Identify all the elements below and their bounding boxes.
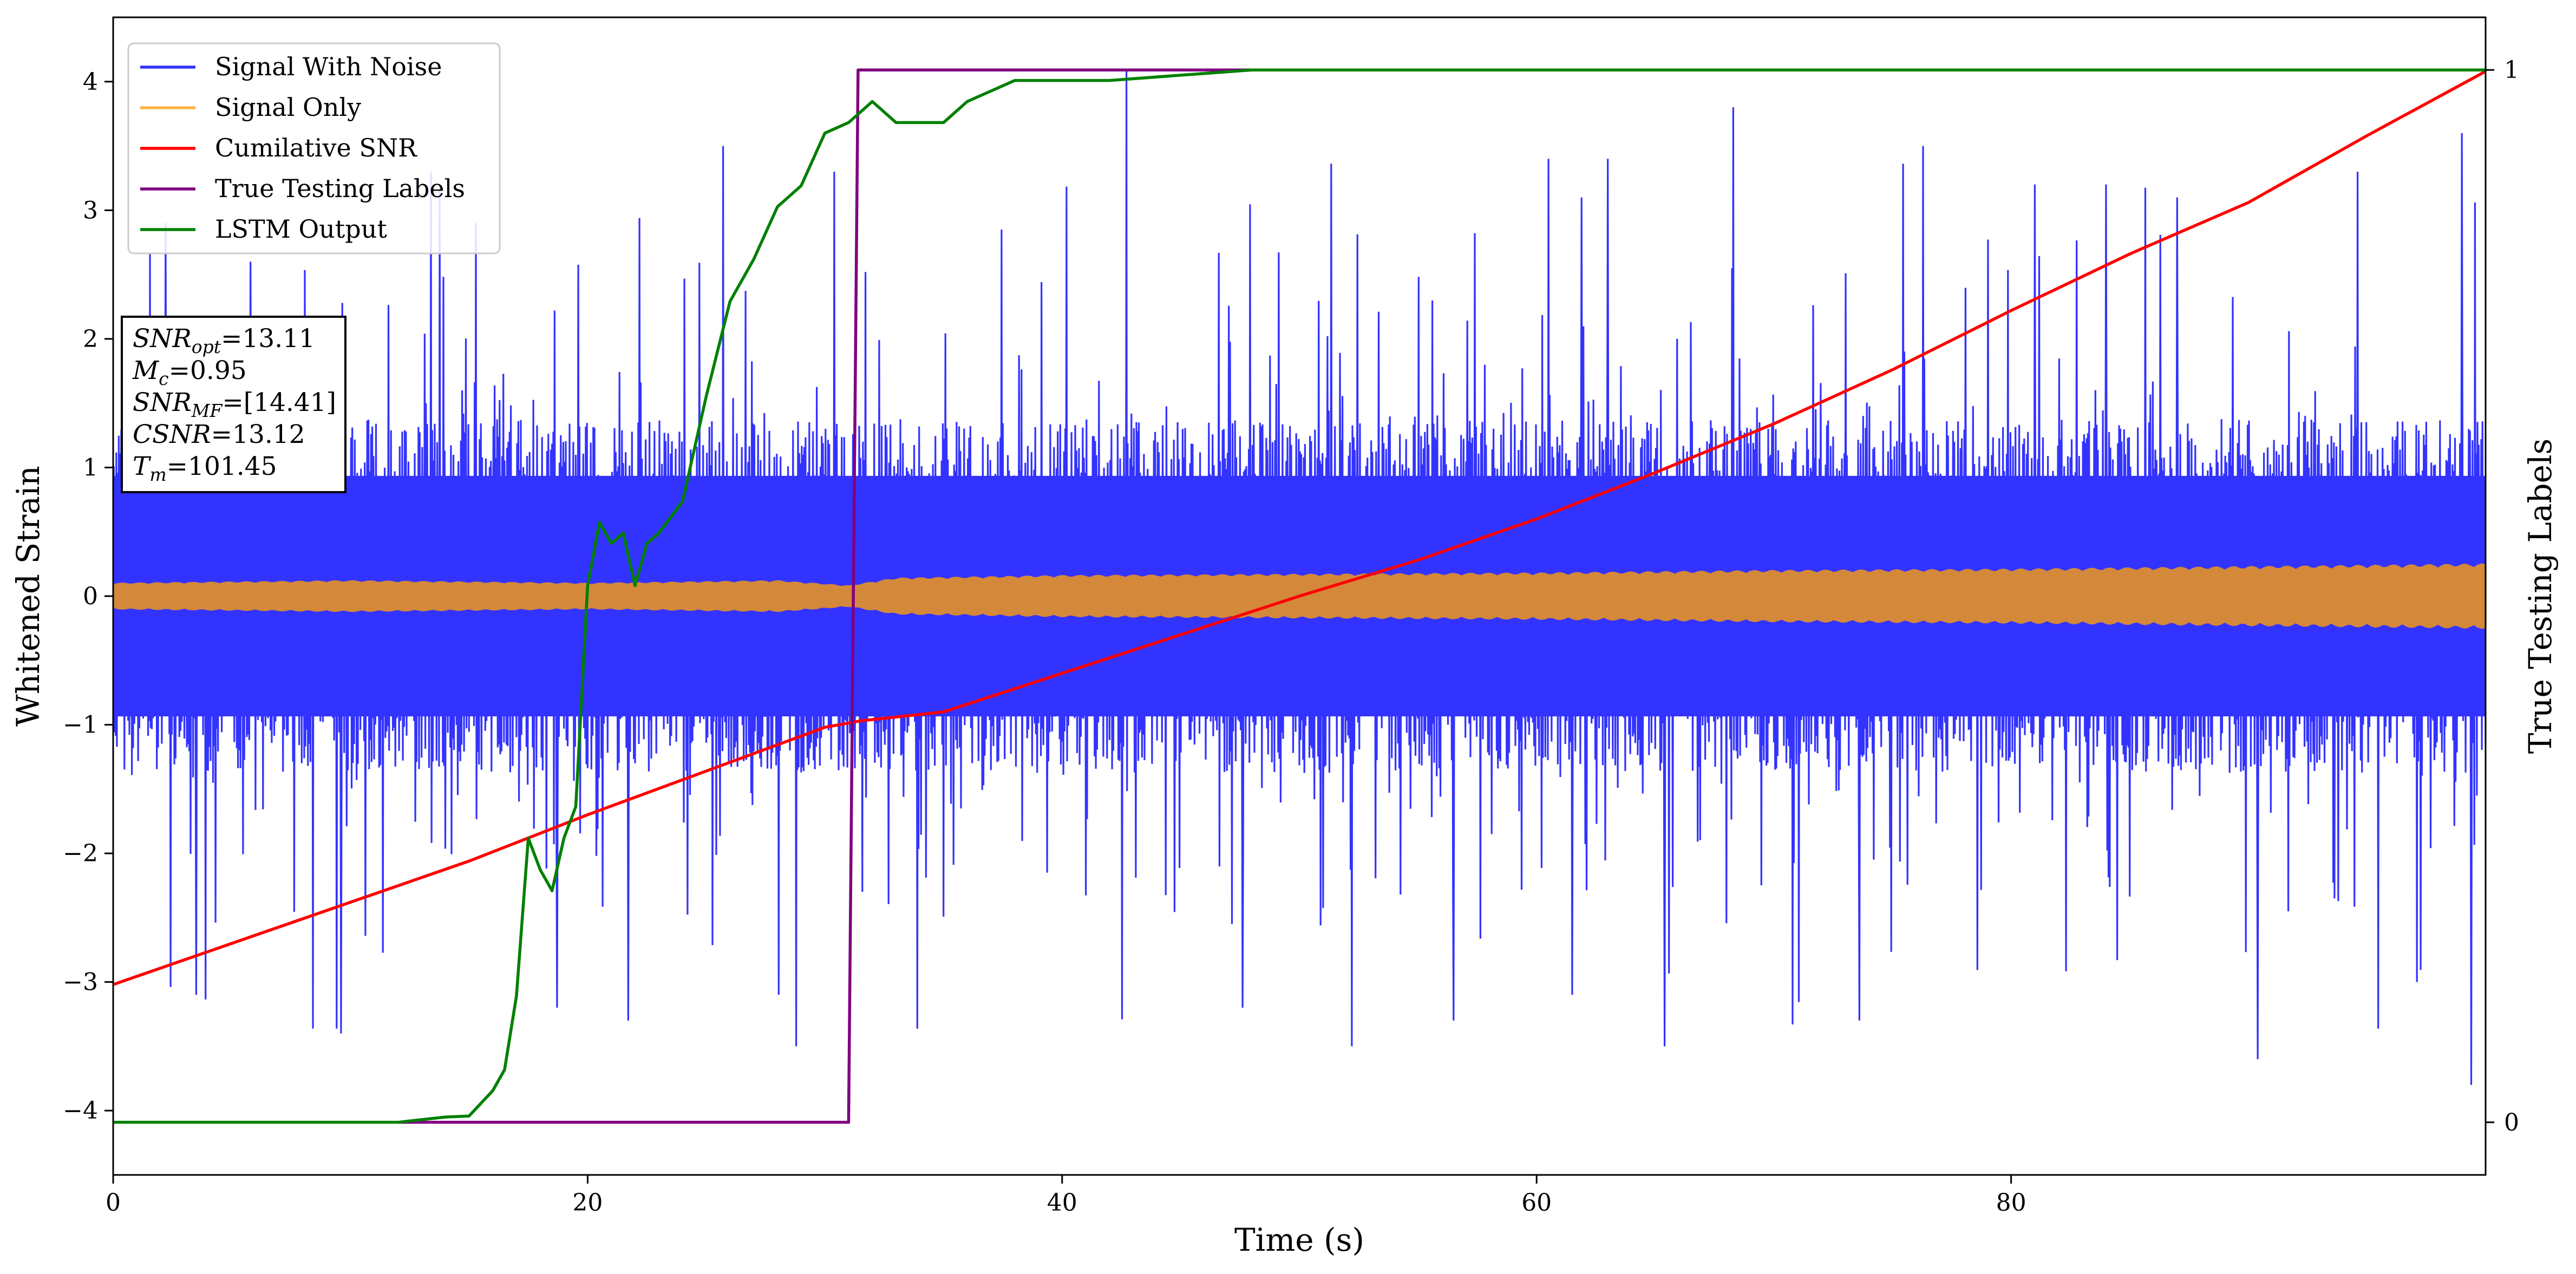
annotation-value: =13.12 bbox=[211, 420, 305, 449]
annotation-line: SNRMF=[14.41] bbox=[133, 388, 336, 421]
y-tick-label: −1 bbox=[63, 711, 98, 739]
x-tick-label: 40 bbox=[1047, 1189, 1077, 1217]
annotation-frame bbox=[121, 316, 346, 493]
series-lstm-output bbox=[113, 68, 2486, 1124]
x-axis-label: Time (s) bbox=[1234, 1221, 1364, 1258]
legend-label: Cumilative SNR bbox=[215, 133, 417, 162]
annotation-value: =[14.41] bbox=[222, 388, 336, 417]
annotation-subscript: c bbox=[159, 368, 168, 389]
annotation-line: Mc=0.95 bbox=[132, 356, 247, 389]
y-tick-label: 1 bbox=[83, 454, 98, 481]
legend-label: Signal Only bbox=[215, 93, 361, 122]
annotation-value: =101.45 bbox=[167, 452, 277, 481]
legend-box bbox=[127, 42, 501, 254]
legend: Signal With Noise Signal Only Cumilative S… bbox=[127, 42, 501, 254]
plot-marks bbox=[113, 68, 2486, 1124]
annotation-box: SNRopt=13.11Mc=0.95SNRMF=[14.41]CSNR=13.… bbox=[121, 316, 346, 493]
annotation-symbol: CSNR bbox=[133, 420, 211, 449]
legend-label: Signal With Noise bbox=[215, 52, 442, 81]
annotation-line: CSNR=13.12 bbox=[133, 420, 305, 449]
legend-entry: Signal With Noise bbox=[140, 52, 442, 81]
x-tick-label: 0 bbox=[106, 1189, 121, 1217]
legend-label: LSTM Output bbox=[215, 214, 387, 244]
annotation-value: =0.95 bbox=[169, 356, 247, 386]
annotation-line: Tm=101.45 bbox=[133, 452, 277, 485]
y-tick-label: −4 bbox=[63, 1097, 98, 1125]
annotation-symbol: T bbox=[133, 452, 152, 481]
annotation-subscript: opt bbox=[192, 336, 221, 357]
x-tick-label: 20 bbox=[572, 1189, 603, 1217]
annotation-symbol: SNR bbox=[133, 324, 192, 354]
y-tick-label: 3 bbox=[83, 197, 98, 224]
y-right-axis-label: True Testing Labels bbox=[2522, 439, 2559, 754]
annotation-line: SNRopt=13.11 bbox=[133, 324, 315, 357]
annotation-symbol: SNR bbox=[133, 388, 192, 417]
y-tick-label: −3 bbox=[63, 969, 98, 996]
annotation-subscript: MF bbox=[191, 400, 223, 421]
legend-entry: Signal Only bbox=[140, 93, 361, 122]
y-axis-label: Whitened Strain bbox=[10, 466, 47, 727]
y-tick-label: −2 bbox=[63, 840, 98, 867]
annotation-subscript: m bbox=[149, 464, 166, 485]
legend-entry: Cumilative SNR bbox=[140, 133, 417, 162]
annotation-value: =13.11 bbox=[221, 324, 315, 354]
annotation-symbol: M bbox=[132, 356, 160, 386]
y-tick-label: 0 bbox=[83, 583, 98, 610]
y-tick-label: 2 bbox=[83, 325, 98, 353]
x-tick-label: 60 bbox=[1521, 1189, 1552, 1217]
y-tick-label: 4 bbox=[83, 68, 98, 96]
y-right-tick-label: 1 bbox=[2504, 56, 2519, 84]
legend-label: True Testing Labels bbox=[215, 174, 465, 203]
x-tick-label: 80 bbox=[1996, 1189, 2026, 1217]
y-right-tick-label: 0 bbox=[2504, 1109, 2519, 1136]
legend-entry: LSTM Output bbox=[140, 214, 387, 244]
legend-entry: True Testing Labels bbox=[140, 174, 465, 203]
